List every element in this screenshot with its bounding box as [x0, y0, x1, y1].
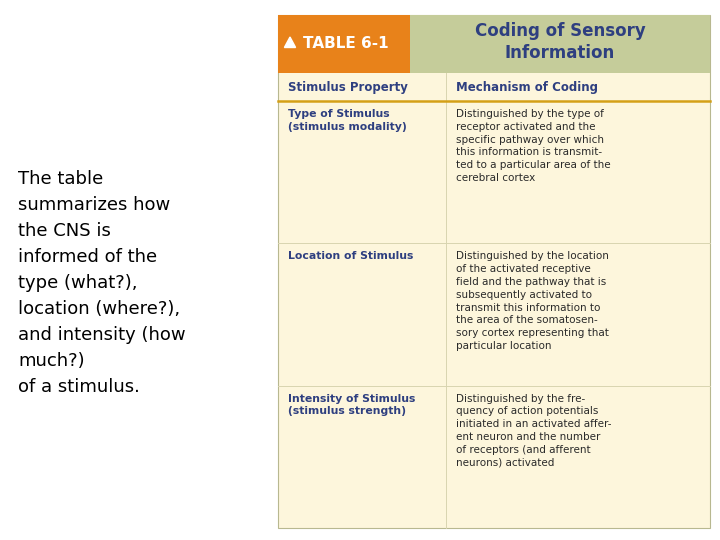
Text: location (where?),: location (where?), — [18, 300, 180, 318]
FancyBboxPatch shape — [278, 15, 410, 73]
Polygon shape — [284, 37, 296, 48]
Text: Location of Stimulus: Location of Stimulus — [288, 251, 413, 261]
Text: informed of the: informed of the — [18, 248, 157, 266]
Text: The table: The table — [18, 170, 103, 188]
Text: much?): much?) — [18, 352, 85, 370]
Text: Type of Stimulus
(stimulus modality): Type of Stimulus (stimulus modality) — [288, 109, 407, 132]
Text: of a stimulus.: of a stimulus. — [18, 378, 140, 396]
Text: Intensity of Stimulus
(stimulus strength): Intensity of Stimulus (stimulus strength… — [288, 394, 415, 416]
Text: type (what?),: type (what?), — [18, 274, 138, 292]
Text: TABLE 6-1: TABLE 6-1 — [303, 37, 389, 51]
Text: Mechanism of Coding: Mechanism of Coding — [456, 80, 598, 93]
Text: Stimulus Property: Stimulus Property — [288, 80, 408, 93]
Text: and intensity (how: and intensity (how — [18, 326, 186, 344]
FancyBboxPatch shape — [410, 15, 710, 73]
Text: Distinguished by the type of
receptor activated and the
specific pathway over wh: Distinguished by the type of receptor ac… — [456, 109, 611, 183]
Text: summarizes how: summarizes how — [18, 196, 170, 214]
Text: Distinguished by the location
of the activated receptive
field and the pathway t: Distinguished by the location of the act… — [456, 251, 609, 351]
FancyBboxPatch shape — [278, 15, 710, 528]
Text: the CNS is: the CNS is — [18, 222, 111, 240]
Text: Coding of Sensory
Information: Coding of Sensory Information — [474, 22, 645, 63]
Text: Distinguished by the fre-
quency of action potentials
initiated in an activated : Distinguished by the fre- quency of acti… — [456, 394, 611, 468]
